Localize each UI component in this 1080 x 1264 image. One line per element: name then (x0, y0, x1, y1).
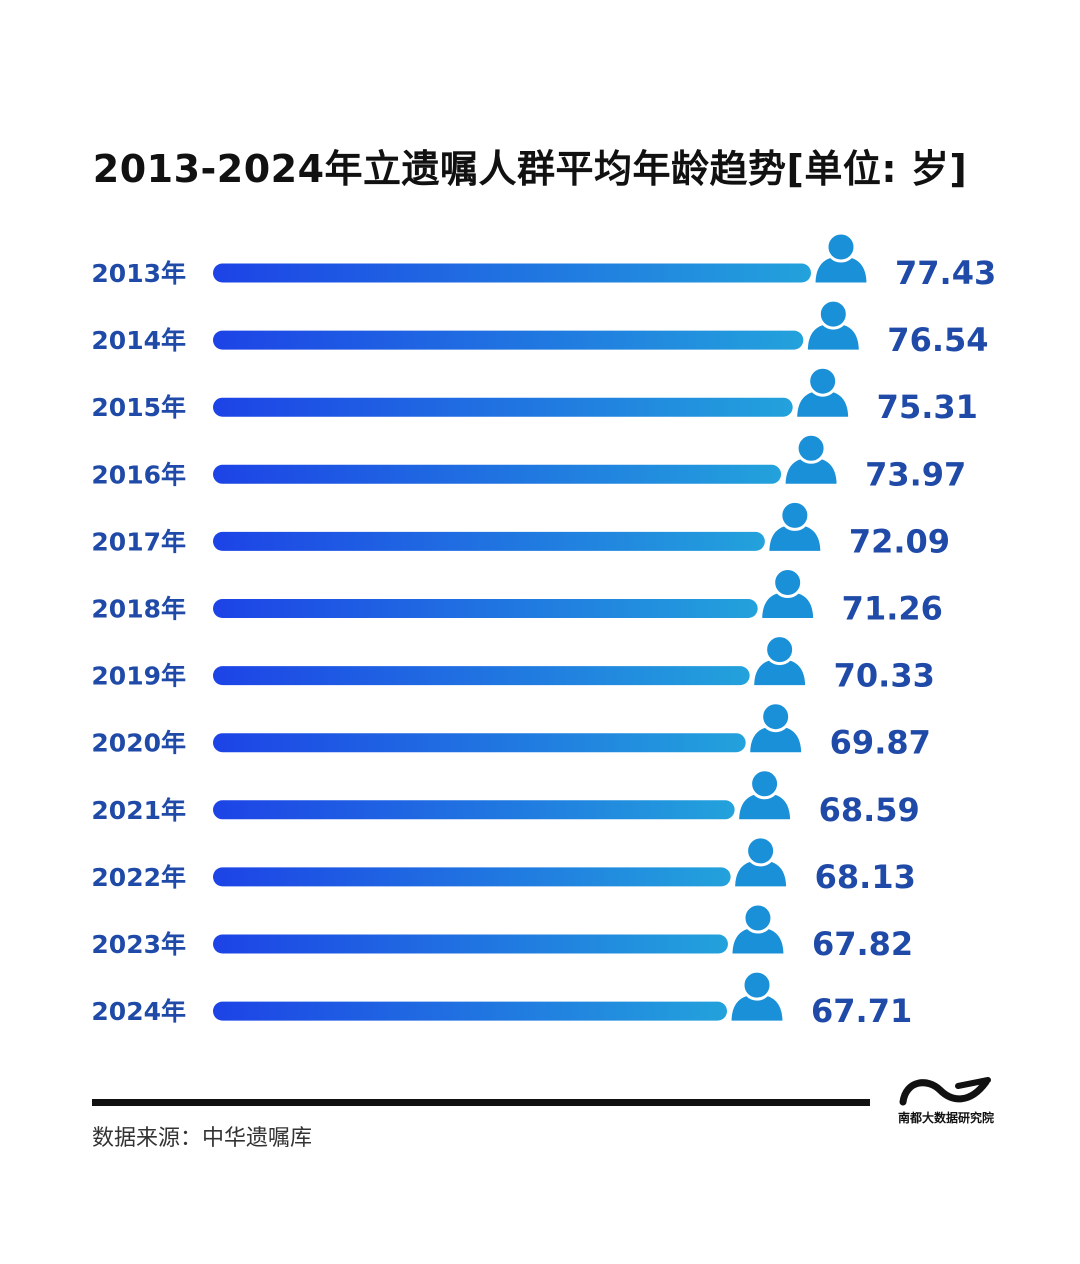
value-label: 76.54 (887, 321, 988, 359)
chart-title: 2013-2024年立遗嘱人群平均年龄趋势[单位: 岁] (92, 147, 968, 191)
value-label: 67.71 (811, 992, 912, 1030)
person-head-icon (779, 499, 811, 531)
year-label: 2018年 (91, 595, 186, 624)
bar (213, 733, 746, 753)
publisher-logo: 南都大数据研究院 (898, 1074, 995, 1129)
person-icon (804, 298, 862, 353)
year-label: 2013年 (91, 259, 186, 288)
person-head-icon (817, 298, 849, 330)
person-head-icon (807, 365, 839, 397)
value-label: 77.43 (895, 254, 996, 292)
person-head-icon (795, 432, 827, 464)
footer-divider (92, 1099, 870, 1106)
year-label: 2023年 (91, 930, 186, 959)
person-head-icon (772, 567, 804, 598)
person-icon (794, 365, 852, 420)
year-label: 2020年 (91, 729, 186, 758)
person-icon (729, 902, 787, 957)
person-icon (759, 567, 817, 621)
value-label: 73.97 (865, 455, 966, 493)
value-label: 69.87 (830, 724, 931, 762)
bar (213, 531, 765, 551)
value-label: 72.09 (849, 522, 950, 560)
bar (213, 464, 782, 484)
bar (213, 800, 735, 820)
person-icon (751, 634, 809, 689)
person-icon (728, 969, 786, 1024)
bar (213, 666, 750, 686)
person-icon (732, 835, 790, 890)
year-label: 2016年 (91, 460, 186, 489)
person-head-icon (760, 701, 792, 733)
year-label: 2014年 (91, 326, 186, 355)
value-label: 75.31 (877, 388, 978, 426)
bar-chart: 2013年 77.43 2014年 76.54 2015年 75.31 2016年 73.97… (91, 231, 996, 1030)
person-head-icon (749, 768, 781, 800)
person-head-icon (742, 902, 774, 934)
year-label: 2024年 (91, 997, 186, 1026)
year-label: 2022年 (91, 863, 186, 892)
person-head-icon (741, 969, 773, 1001)
value-label: 71.26 (842, 590, 943, 628)
year-label: 2019年 (91, 662, 186, 691)
bar (213, 599, 758, 618)
wave-logo-icon (899, 1077, 991, 1106)
person-icon (766, 499, 824, 554)
person-head-icon (825, 231, 857, 263)
person-icon (736, 768, 794, 823)
person-icon (747, 701, 805, 756)
value-label: 68.59 (819, 791, 920, 829)
bar (213, 934, 728, 954)
person-head-icon (745, 835, 777, 867)
person-icon (812, 231, 870, 286)
year-label: 2017年 (91, 527, 186, 556)
person-head-icon (764, 634, 796, 666)
value-label: 70.33 (834, 657, 935, 695)
bar (213, 330, 804, 350)
value-label: 68.13 (815, 858, 916, 896)
value-label: 67.82 (812, 925, 913, 963)
bar (213, 1001, 727, 1021)
year-label: 2021年 (91, 796, 186, 825)
year-label: 2015年 (91, 393, 186, 422)
publisher-name: 南都大数据研究院 (898, 1111, 995, 1125)
bar (213, 397, 793, 417)
person-icon (782, 432, 840, 487)
bar (213, 263, 811, 283)
data-source: 数据来源：中华遗嘱库 (92, 1126, 313, 1151)
bar (213, 867, 731, 887)
